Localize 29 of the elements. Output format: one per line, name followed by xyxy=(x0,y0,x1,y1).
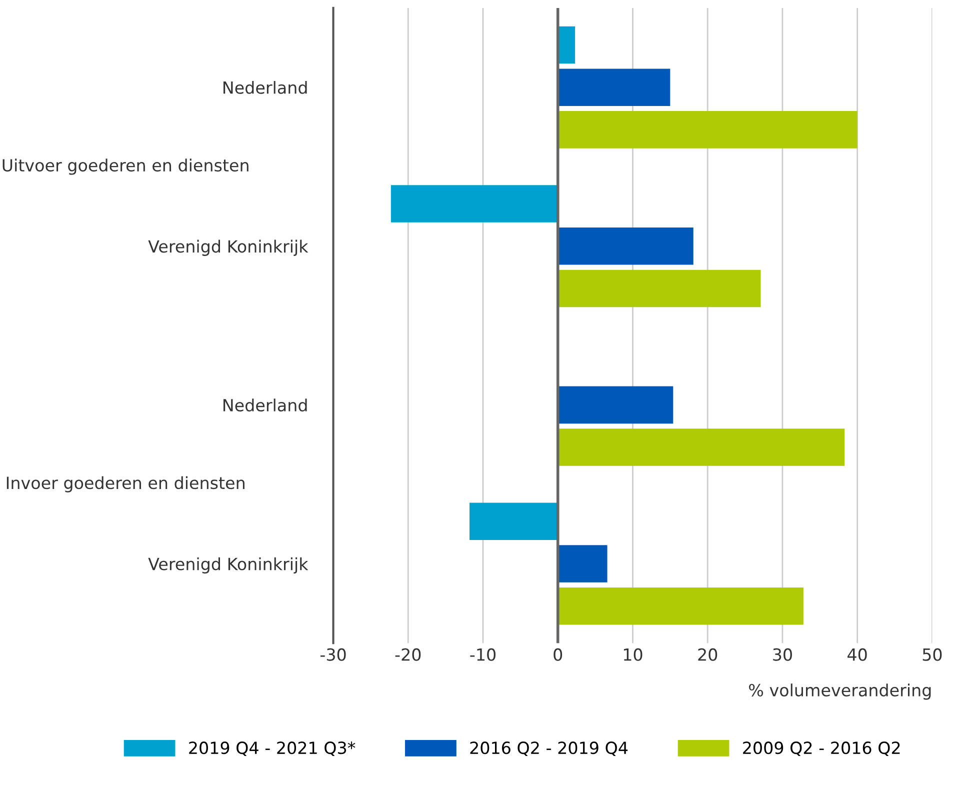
x-tick-label: 30 xyxy=(773,648,792,661)
bar xyxy=(390,185,558,222)
x-tick-label: -10 xyxy=(470,648,496,661)
legend-label: 2016 Q2 - 2019 Q4 xyxy=(470,742,628,756)
legend-label: 2009 Q2 - 2016 Q2 xyxy=(743,742,900,756)
text: Invoer goederen en diensten xyxy=(6,476,244,492)
bar xyxy=(470,502,558,540)
y-tick-label: Verenigd Koninkrijk xyxy=(148,240,308,256)
bar xyxy=(558,587,804,625)
bar xyxy=(558,228,694,265)
y-tick-label: Nederland xyxy=(224,81,307,94)
x-tick-label: 50 xyxy=(922,648,942,661)
legend-label: 2019 Q4 - 2021 Q3* xyxy=(189,742,356,756)
bar xyxy=(558,545,608,582)
y-tick-label: Nederland xyxy=(224,398,307,412)
bar xyxy=(558,270,761,308)
y-tick-label: Verenigd Koninkrijk xyxy=(148,557,308,574)
x-tick-label: -20 xyxy=(395,648,421,661)
bar xyxy=(558,111,858,148)
bar xyxy=(558,386,674,424)
x-tick-label: 0 xyxy=(554,648,562,661)
x-axis-title: % volumeverandering xyxy=(749,684,931,700)
text: Uitvoer goederen en diensten xyxy=(2,158,248,175)
x-tick-label: 10 xyxy=(624,648,642,661)
x-tick-label: 40 xyxy=(848,648,867,661)
bar xyxy=(558,68,670,106)
bar xyxy=(558,428,845,466)
x-tick-label: -30 xyxy=(320,648,346,661)
x-tick-label: 20 xyxy=(698,648,718,661)
